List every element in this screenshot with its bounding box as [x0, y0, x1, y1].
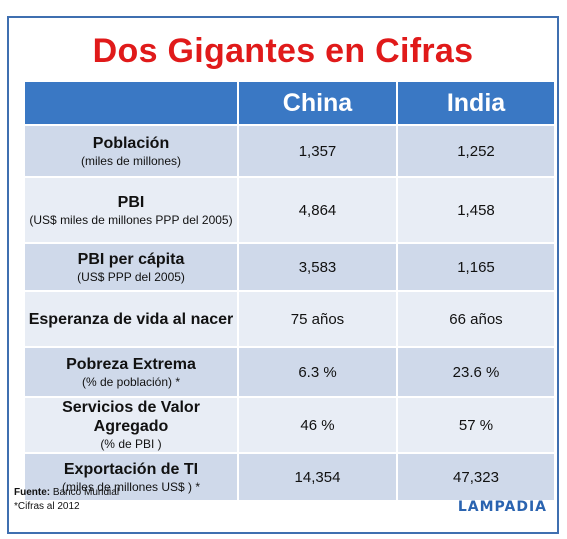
footer: Fuente: Banco Mundial *Cifras al 2012: [14, 486, 119, 514]
value-china: 1,357: [237, 124, 398, 178]
table-row: PBI (US$ miles de millones PPP del 2005) 4…: [23, 176, 556, 244]
value-china: 75 años: [237, 290, 398, 348]
row-label-cell: Servicios de Valor Agregado (% de PBI ): [23, 396, 239, 454]
row-label: Servicios de Valor Agregado: [62, 399, 200, 435]
row-sublabel: (US$ PPP del 2005): [77, 269, 185, 284]
row-label: PBI per cápita: [77, 250, 185, 268]
value-india: 1,252: [396, 124, 556, 178]
row-label-cell: Población (miles de millones): [23, 124, 239, 178]
row-sublabel: (% de PBI ): [100, 437, 162, 451]
row-label-cell: Pobreza Extrema (% de población) *: [23, 346, 239, 398]
table-body: Población (miles de millones) 1,357 1,252 PB…: [23, 124, 556, 502]
row-label: Esperanza de vida al nacer: [28, 310, 234, 328]
row-sublabel: (US$ miles de millones PPP del 2005): [29, 212, 233, 227]
row-sublabel: (% de población) *: [81, 374, 181, 389]
row-label-cell: Exportación de TI (miles de millones US$ …: [23, 452, 239, 502]
table-row: PBI per cápita (US$ PPP del 2005) 3,583 1,1…: [23, 242, 556, 292]
value-india: 1,165: [396, 242, 556, 292]
value-india: 66 años: [396, 290, 556, 348]
header-india: India: [396, 80, 556, 126]
row-sublabel: (miles de millones): [80, 153, 182, 168]
value-india: 23.6 %: [396, 346, 556, 398]
row-label: PBI: [117, 193, 145, 211]
row-sublabel: (miles de millones US$ ) *: [61, 479, 201, 494]
value-india: 1,458: [396, 176, 556, 244]
row-label-cell: PBI (US$ miles de millones PPP del 2005): [23, 176, 239, 244]
table-row: Población (miles de millones) 1,357 1,252: [23, 124, 556, 178]
table-header-row: China India: [23, 80, 556, 126]
row-label: Exportación de TI: [63, 460, 199, 478]
chart-title: Dos Gigantes en Cifras: [92, 32, 474, 70]
row-label-cell: Esperanza de vida al nacer: [23, 290, 239, 348]
source-line: Fuente: Banco Mundial: [14, 486, 119, 500]
value-china: 4,864: [237, 176, 398, 244]
source-value: Banco Mundial: [52, 487, 120, 498]
footnote: *Cifras al 2012: [14, 501, 80, 512]
table-row: Exportación de TI (miles de millones US$ …: [23, 452, 556, 502]
lampadia-logo: LAMPADIA: [457, 499, 547, 515]
table-row: Esperanza de vida al nacer 75 años 66 años: [23, 290, 556, 348]
row-label-cell: PBI per cápita (US$ PPP del 2005): [23, 242, 239, 292]
source-label: Fuente:: [14, 487, 51, 498]
table-row: Servicios de Valor Agregado (% de PBI ) 46…: [23, 396, 556, 454]
value-china: 14,354: [237, 452, 398, 502]
header-china: China: [237, 80, 398, 126]
comparison-table: China India Población (miles de millones)…: [23, 80, 556, 502]
row-label: Pobreza Extrema: [66, 355, 196, 373]
row-label: Población: [92, 134, 170, 152]
value-china: 46 %: [237, 396, 398, 454]
infographic-frame: Dos Gigantes en Cifras China India Pobla…: [7, 16, 559, 534]
table-row: Pobreza Extrema (% de población) * 6.3 % 23…: [23, 346, 556, 398]
value-china: 6.3 %: [237, 346, 398, 398]
header-corner: [23, 80, 239, 126]
value-china: 3,583: [237, 242, 398, 292]
value-india: 57 %: [396, 396, 556, 454]
value-india: 47,323: [396, 452, 556, 502]
